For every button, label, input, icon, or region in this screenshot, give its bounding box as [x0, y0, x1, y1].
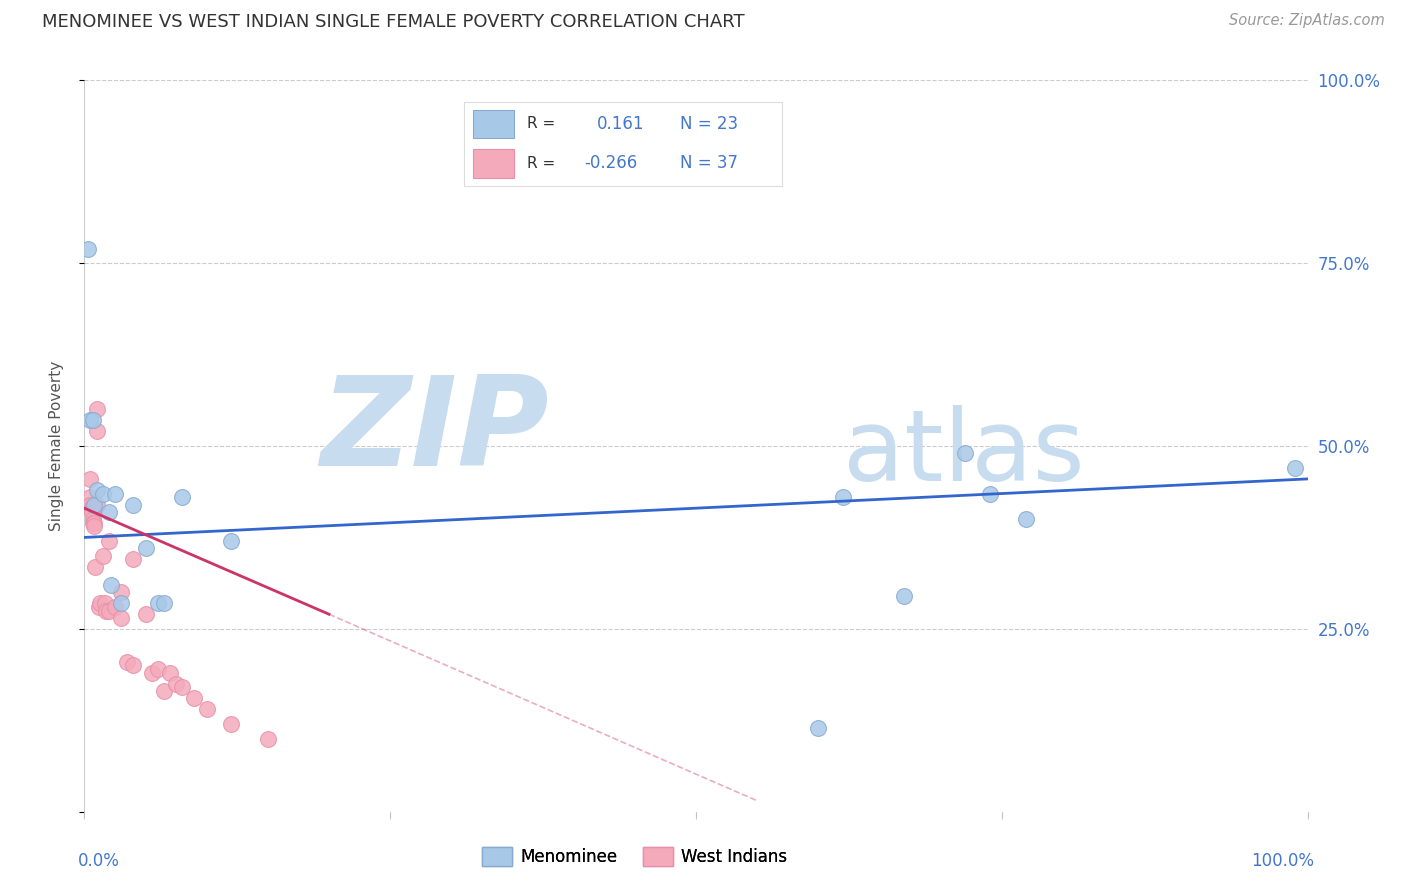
Point — [89, 596, 111, 610]
Point — [110, 585, 132, 599]
Point — [153, 596, 176, 610]
Point — [83, 519, 105, 533]
Point — [79, 498, 101, 512]
Point — [172, 681, 194, 695]
Point — [80, 501, 103, 516]
Point — [979, 486, 1001, 500]
Point — [97, 534, 120, 549]
Point — [141, 665, 163, 680]
Point — [146, 596, 169, 610]
Text: 100.0%: 100.0% — [1251, 852, 1313, 870]
Point — [104, 599, 127, 614]
Point — [122, 658, 145, 673]
Point — [183, 691, 205, 706]
Point — [86, 402, 108, 417]
Point — [86, 425, 108, 439]
Point — [893, 589, 915, 603]
Point — [104, 486, 127, 500]
Point — [1284, 461, 1306, 475]
Point — [153, 684, 176, 698]
Point — [77, 242, 100, 256]
Point — [84, 559, 107, 574]
Point — [122, 552, 145, 566]
Point — [135, 607, 157, 622]
Point — [1015, 512, 1038, 526]
Point — [87, 599, 110, 614]
Point — [165, 676, 187, 690]
Point — [257, 731, 280, 746]
Text: Source: ZipAtlas.com: Source: ZipAtlas.com — [1229, 13, 1385, 29]
Point — [159, 665, 181, 680]
Point — [82, 413, 104, 427]
Point — [91, 486, 114, 500]
Point — [97, 505, 120, 519]
Point — [97, 603, 120, 617]
Point — [94, 596, 117, 610]
Point — [86, 498, 108, 512]
Point — [80, 505, 103, 519]
Point — [195, 702, 218, 716]
Point — [83, 498, 105, 512]
Point — [82, 516, 104, 530]
Point — [135, 541, 157, 556]
Point — [100, 578, 122, 592]
Point — [96, 603, 118, 617]
Legend: Menominee, West Indians: Menominee, West Indians — [475, 840, 794, 873]
Point — [122, 498, 145, 512]
Point — [79, 413, 101, 427]
Y-axis label: Single Female Poverty: Single Female Poverty — [49, 361, 63, 531]
Text: MENOMINEE VS WEST INDIAN SINGLE FEMALE POVERTY CORRELATION CHART: MENOMINEE VS WEST INDIAN SINGLE FEMALE P… — [42, 13, 745, 31]
Point — [110, 611, 132, 625]
Point — [83, 516, 105, 530]
Point — [219, 717, 242, 731]
Text: 0.0%: 0.0% — [79, 852, 120, 870]
Point — [79, 490, 101, 504]
Point — [79, 472, 101, 486]
Point — [831, 490, 853, 504]
Point — [91, 549, 114, 563]
Point — [86, 483, 108, 497]
Text: atlas: atlas — [842, 405, 1084, 502]
Text: ZIP: ZIP — [321, 371, 550, 491]
Point — [115, 655, 138, 669]
Point — [146, 662, 169, 676]
Point — [953, 446, 976, 460]
Point — [807, 721, 830, 735]
Point — [110, 596, 132, 610]
Point — [82, 512, 104, 526]
Point — [219, 534, 242, 549]
Point — [172, 490, 194, 504]
